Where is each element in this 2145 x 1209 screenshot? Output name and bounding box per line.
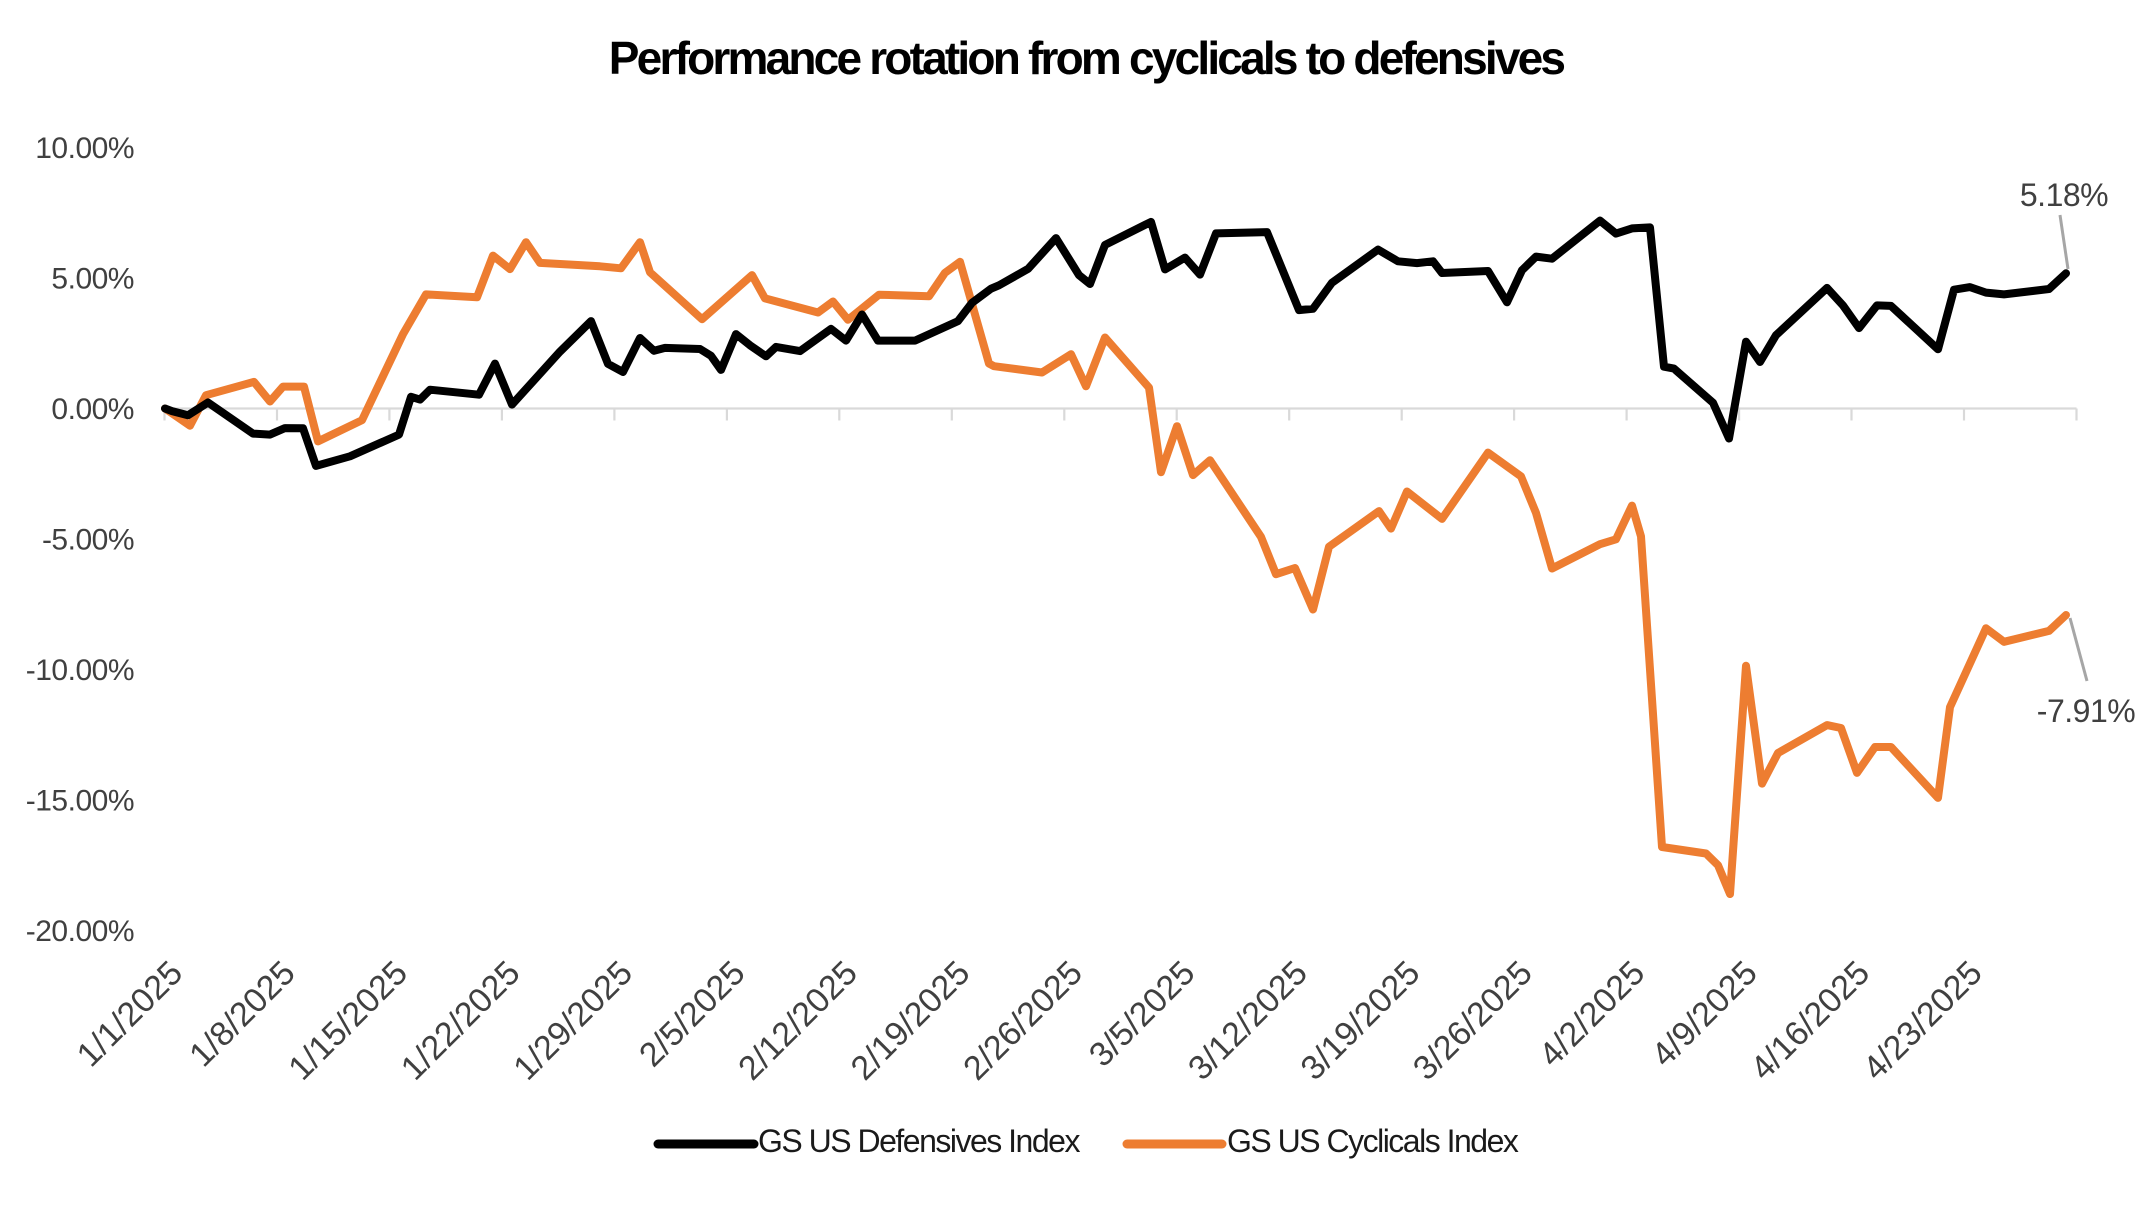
svg-text:-5.00%: -5.00% [42,524,134,557]
svg-text:GS US Defensives Index: GS US Defensives Index [758,1123,1080,1159]
svg-text:10.00%: 10.00% [35,132,134,165]
svg-text:5.00%: 5.00% [51,263,134,296]
svg-text:-7.91%: -7.91% [2037,693,2135,729]
svg-text:-20.00%: -20.00% [26,915,134,948]
svg-text:-10.00%: -10.00% [26,654,134,687]
svg-text:0.00%: 0.00% [51,393,134,426]
svg-text:-15.00%: -15.00% [26,785,134,818]
svg-text:GS US Cyclicals Index: GS US Cyclicals Index [1227,1123,1519,1159]
svg-text:Performance rotation from cycl: Performance rotation from cyclicals to d… [609,32,1565,84]
svg-text:5.18%: 5.18% [2020,177,2108,213]
